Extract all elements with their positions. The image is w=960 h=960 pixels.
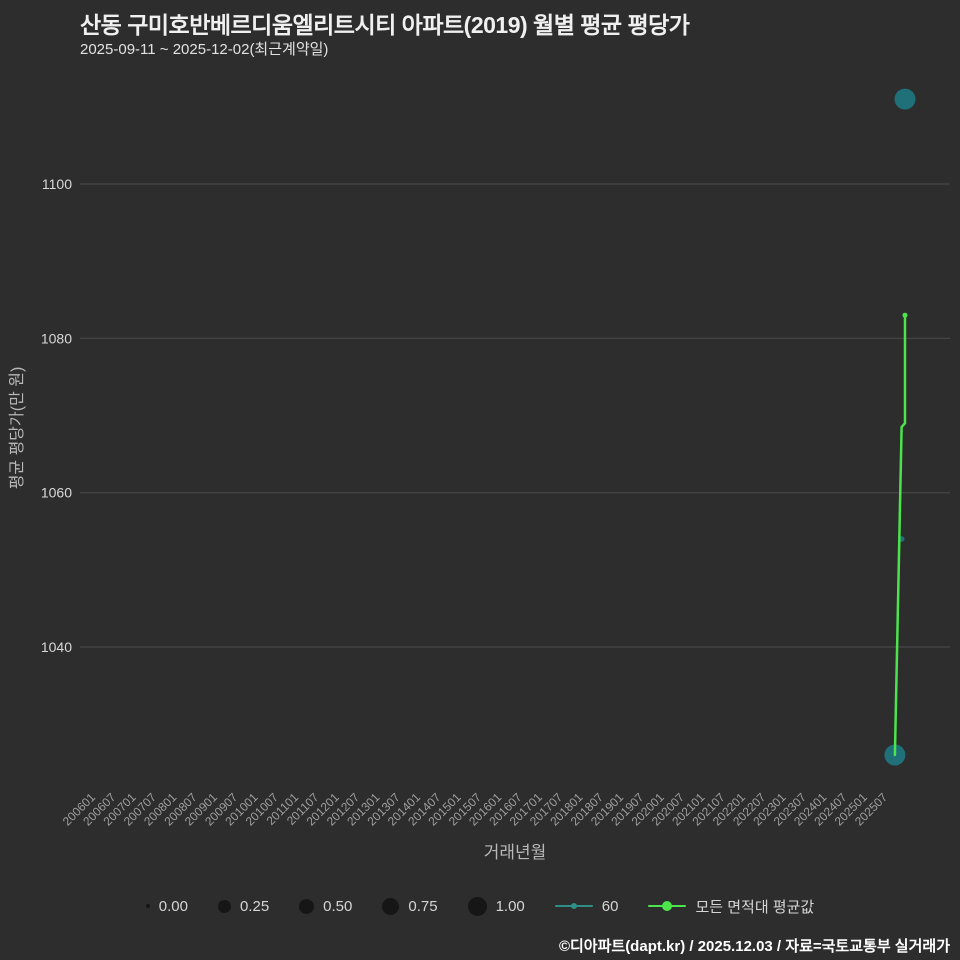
legend-marker-60	[554, 900, 593, 912]
legend-size-075: 0.75	[382, 897, 438, 915]
legend-marker-average	[648, 900, 687, 912]
size-dot-icon	[299, 898, 315, 914]
legend-series-60: 60	[554, 897, 619, 915]
legend-size-050: 0.50	[299, 898, 352, 915]
credit-line: ©디아파트(dapt.kr) / 2025.12.03 / 자료=국토교통부 실…	[558, 938, 950, 955]
chart-legend: 0.00 0.25 0.50 0.75 1.00 60	[0, 886, 960, 926]
svg-text:1100: 1100	[42, 176, 72, 192]
size-dot-icon	[467, 896, 487, 916]
size-dot-icon	[382, 897, 400, 915]
legend-size-label: 0.25	[239, 897, 270, 915]
chart-subtitle: 2025-09-11 ~ 2025-12-02(최근계약일)	[80, 41, 329, 58]
legend-size-100: 1.00	[467, 896, 525, 916]
legend-size-label: 0.50	[323, 897, 353, 915]
dot-marker-icon	[570, 903, 577, 909]
svg-text:거래년월: 거래년월	[484, 843, 547, 862]
legend-series-label: 모든 면적대 평균값	[695, 898, 815, 916]
svg-text:1080: 1080	[41, 330, 72, 346]
legend-size-label: 1.00	[495, 897, 525, 915]
svg-text:1060: 1060	[41, 485, 72, 501]
size-dot-icon	[145, 904, 150, 908]
legend-series-average: 모든 면적대 평균값	[648, 896, 814, 917]
dot-marker-icon	[662, 901, 673, 911]
legend-size-000: 0.00	[145, 897, 188, 915]
chart-canvas: 1040106010801100200601200607200701200707…	[8, 88, 950, 862]
legend-size-025: 0.25	[217, 897, 270, 915]
svg-text:1040: 1040	[41, 639, 72, 655]
chart-title: 산동 구미호반베르디움엘리트시티 아파트(2019) 월별 평균 평당가	[80, 12, 690, 38]
legend-size-label: 0.00	[158, 897, 188, 915]
legend-series-label: 60	[601, 897, 619, 915]
size-dot-icon	[217, 899, 231, 913]
svg-text:평균 평당가(만 원): 평균 평당가(만 원)	[8, 367, 26, 490]
legend-size-label: 0.75	[408, 897, 438, 915]
